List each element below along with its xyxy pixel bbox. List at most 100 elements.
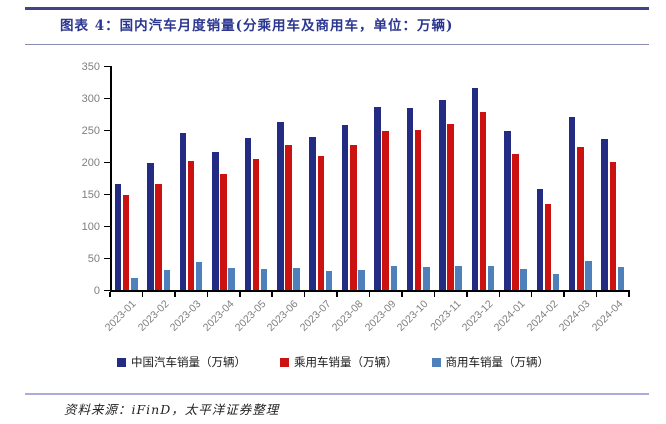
y-axis-label: 250	[81, 125, 100, 137]
bar-commercial	[325, 271, 333, 290]
bar-commercial	[260, 268, 268, 290]
y-axis-label: 150	[81, 189, 100, 201]
bar-passenger	[447, 123, 454, 290]
x-axis-tick	[141, 292, 144, 297]
bar-commercial	[585, 260, 592, 290]
bar-passenger	[479, 112, 487, 290]
bar-commercial	[487, 266, 495, 290]
bar-total	[471, 87, 479, 290]
bar-commercial	[552, 274, 560, 290]
bar-passenger	[317, 155, 325, 290]
bar-total	[147, 163, 154, 290]
x-axis-tick	[239, 292, 241, 297]
y-axis-label: 350	[81, 61, 100, 73]
bar-total	[212, 151, 219, 290]
footer-rule	[25, 393, 649, 395]
bar-commercial	[163, 269, 170, 290]
y-axis-tick	[104, 257, 110, 259]
bar-passenger	[382, 131, 389, 290]
legend-item-commercial: 商用车销量（万辆）	[431, 354, 550, 370]
bar-passenger	[512, 154, 519, 290]
legend-swatch-commercial	[431, 357, 441, 367]
legend-item-passenger: 乘用车销量（万辆）	[280, 354, 398, 370]
legend-item-total: 中国汽车销量（万辆）	[117, 354, 246, 370]
bar-total	[114, 184, 122, 290]
bar-passenger	[414, 130, 422, 290]
legend-swatch-passenger	[280, 357, 289, 367]
figure-title: 图表 4：国内汽车月度销量(分乘用车及商用车，单位：万辆)	[60, 18, 454, 34]
top-rule	[25, 7, 649, 10]
x-axis-tick	[498, 292, 500, 297]
bar-total	[504, 131, 511, 290]
bar-passenger	[155, 184, 162, 290]
bar-commercial	[520, 268, 527, 290]
bar-passenger	[350, 144, 357, 290]
chart-legend: 中国汽车销量（万辆） 乘用车销量（万辆） 商用车销量（万辆）	[0, 354, 666, 370]
bar-total	[536, 188, 544, 290]
y-axis-tick	[104, 97, 110, 99]
bar-commercial	[293, 267, 300, 290]
bar-total	[406, 107, 414, 290]
y-axis-tick	[104, 289, 110, 291]
x-axis-tick	[563, 292, 565, 297]
y-axis-tick	[104, 225, 110, 227]
legend-label-passenger: 乘用车销量（万辆）	[294, 355, 398, 369]
x-axis-tick	[433, 292, 436, 297]
y-axis-label: 200	[81, 157, 100, 169]
y-axis-label: 50	[87, 253, 100, 265]
bar-total	[244, 137, 252, 290]
x-axis-tick	[466, 292, 468, 297]
x-axis-tick	[628, 292, 630, 297]
y-axis-line	[110, 66, 112, 292]
x-axis-tick	[595, 292, 598, 297]
bar-total	[179, 133, 187, 290]
y-axis-label: 0	[93, 285, 100, 297]
bar-total	[277, 122, 284, 290]
bar-passenger	[285, 144, 292, 290]
bar-commercial	[131, 278, 138, 290]
source-note: 资料来源：iFinD，太平洋证券整理	[64, 402, 280, 417]
title-underline	[25, 44, 649, 45]
x-axis-tick	[174, 292, 176, 297]
bar-passenger	[187, 161, 195, 290]
bar-passenger	[544, 204, 552, 290]
x-axis-tick	[401, 292, 403, 297]
y-axis-tick	[104, 129, 110, 131]
y-axis-tick	[104, 65, 110, 67]
bar-commercial	[390, 266, 398, 290]
bar-commercial	[228, 267, 235, 290]
bar-commercial	[195, 261, 203, 290]
bar-total	[309, 137, 316, 290]
x-axis-tick	[368, 292, 371, 297]
bar-passenger	[609, 162, 617, 290]
legend-label-commercial: 商用车销量（万辆）	[445, 355, 550, 369]
x-axis-tick	[530, 292, 533, 297]
x-axis-tick	[336, 292, 338, 297]
x-axis-tick	[271, 292, 273, 297]
bar-total	[568, 117, 576, 290]
y-axis-label: 100	[81, 221, 100, 233]
x-axis-tick	[303, 292, 306, 297]
bar-passenger	[122, 195, 130, 290]
bar-commercial	[455, 266, 462, 290]
bar-passenger	[220, 174, 227, 290]
bar-commercial	[423, 266, 430, 290]
bar-total	[341, 124, 349, 290]
bar-commercial	[358, 270, 365, 290]
bar-passenger	[252, 159, 260, 290]
x-axis-line	[110, 290, 630, 292]
y-axis-tick	[104, 193, 110, 195]
legend-swatch-total	[117, 357, 126, 367]
bar-total	[439, 99, 446, 290]
x-axis-tick	[109, 292, 111, 297]
x-axis-tick	[206, 292, 209, 297]
y-axis-label: 300	[81, 93, 100, 105]
bar-chart: 0 50 100 150 200 250 300 350 2023-01 2023-02 2023-…	[0, 50, 666, 350]
bar-total	[601, 138, 608, 290]
legend-label-total: 中国汽车销量（万辆）	[131, 355, 246, 369]
bar-commercial	[617, 266, 625, 290]
bar-total	[374, 106, 381, 290]
y-axis-tick	[104, 161, 110, 163]
bar-passenger	[577, 146, 584, 290]
